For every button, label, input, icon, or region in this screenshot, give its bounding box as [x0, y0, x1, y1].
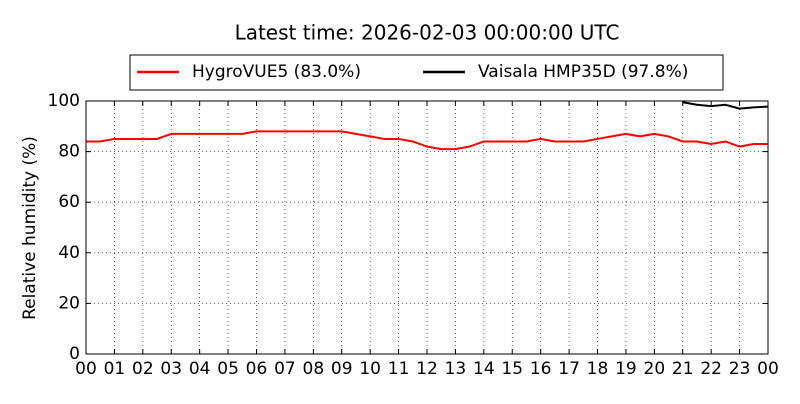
legend-label: Vaisala HMP35D (97.8%) — [478, 62, 688, 82]
chart-title: Latest time: 2026-02-03 00:00:00 UTC — [235, 21, 620, 45]
x-tick-label: 01 — [104, 359, 126, 379]
y-tick-label: 80 — [58, 142, 80, 162]
x-tick-label: 04 — [189, 359, 211, 379]
x-tick-label: 19 — [615, 359, 637, 379]
x-tick-label: 02 — [132, 359, 154, 379]
y-tick-label: 60 — [58, 192, 80, 212]
x-tick-label: 08 — [303, 359, 325, 379]
plot-lines — [86, 101, 768, 151]
x-tick-label: 03 — [160, 359, 182, 379]
x-tick-label: 00 — [75, 359, 97, 379]
x-tick-label: 20 — [644, 359, 666, 379]
y-tick-label: 20 — [58, 293, 80, 313]
x-tick-label: 14 — [473, 359, 495, 379]
x-tick-label: 09 — [331, 359, 353, 379]
x-tick-label: 00 — [757, 359, 779, 379]
y-tick-label: 100 — [48, 91, 80, 111]
legend-label: HygroVUE5 (83.0%) — [192, 62, 361, 82]
y-tick-label: 40 — [58, 243, 80, 263]
series-line — [682, 101, 768, 110]
x-tick-label: 17 — [558, 359, 580, 379]
x-tick-label: 11 — [388, 359, 410, 379]
x-tick-label: 13 — [445, 359, 467, 379]
y-axis-label: Relative humidity (%) — [20, 136, 40, 320]
x-tick-label: 06 — [246, 359, 268, 379]
series-line — [86, 130, 768, 151]
x-tick-label: 18 — [587, 359, 609, 379]
x-tick-label: 16 — [530, 359, 552, 379]
x-tick-label: 05 — [217, 359, 239, 379]
x-tick-label: 15 — [501, 359, 523, 379]
x-tick-label: 10 — [359, 359, 381, 379]
y-tick-label: 0 — [69, 344, 80, 364]
x-tick-label: 23 — [729, 359, 751, 379]
plot-frame — [85, 100, 769, 355]
x-tick-label: 21 — [672, 359, 694, 379]
x-tick-label: 22 — [700, 359, 722, 379]
x-tick-label: 12 — [416, 359, 438, 379]
x-tick-label: 07 — [274, 359, 296, 379]
